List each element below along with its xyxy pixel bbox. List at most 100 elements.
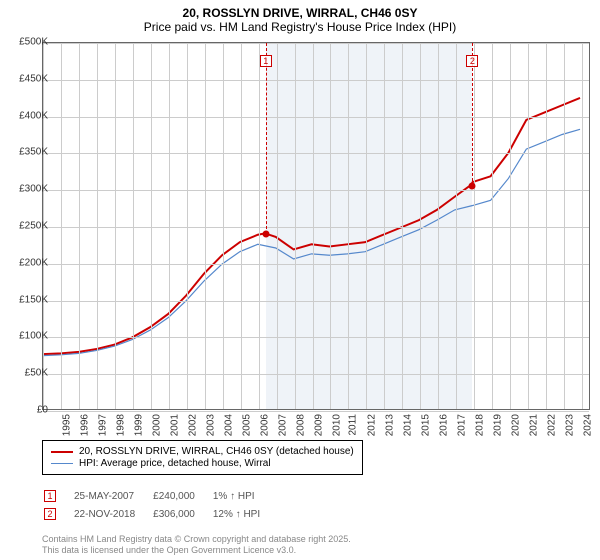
x-axis-label: 2007 — [277, 414, 288, 436]
gridline-v — [564, 43, 565, 409]
copyright: Contains HM Land Registry data © Crown c… — [42, 534, 351, 556]
y-axis-label: £350K — [19, 147, 48, 158]
gridline-v — [241, 43, 242, 409]
gridline-v — [223, 43, 224, 409]
legend: 20, ROSSLYN DRIVE, WIRRAL, CH46 0SY (det… — [42, 440, 363, 475]
sale-price: £240,000 — [153, 488, 211, 504]
gridline-v — [61, 43, 62, 409]
x-axis-label: 2023 — [564, 414, 575, 436]
x-axis-label: 2014 — [403, 414, 414, 436]
x-axis-label: 2008 — [295, 414, 306, 436]
sale-marker-line — [266, 43, 267, 234]
legend-swatch — [51, 451, 73, 453]
x-axis-label: 2009 — [313, 414, 324, 436]
x-axis-label: 2019 — [492, 414, 503, 436]
gridline-v — [528, 43, 529, 409]
x-axis-label: 2015 — [421, 414, 432, 436]
sale-change: 12% ↑ HPI — [213, 506, 276, 522]
x-axis-label: 2004 — [223, 414, 234, 436]
gridline-v — [115, 43, 116, 409]
gridline-v — [205, 43, 206, 409]
y-axis-label: £450K — [19, 73, 48, 84]
gridline-h — [43, 153, 589, 154]
legend-label: HPI: Average price, detached house, Wirr… — [79, 458, 271, 469]
x-axis-label: 1996 — [79, 414, 90, 436]
sale-date: 22-NOV-2018 — [74, 506, 151, 522]
sale-marker-box: 1 — [260, 55, 272, 67]
gridline-v — [151, 43, 152, 409]
gridline-v — [259, 43, 260, 409]
sale-marker-icon: 2 — [44, 508, 56, 520]
gridline-v — [187, 43, 188, 409]
gridline-h — [43, 227, 589, 228]
y-axis-label: £300K — [19, 184, 48, 195]
gridline-v — [330, 43, 331, 409]
sale-marker-box: 2 — [466, 55, 478, 67]
x-axis-label: 2005 — [241, 414, 252, 436]
table-row: 1 25-MAY-2007£240,0001% ↑ HPI — [44, 488, 276, 504]
x-axis-label: 1999 — [133, 414, 144, 436]
copyright-line1: Contains HM Land Registry data © Crown c… — [42, 534, 351, 545]
x-axis-label: 2006 — [259, 414, 270, 436]
gridline-h — [43, 411, 589, 412]
sale-date: 25-MAY-2007 — [74, 488, 151, 504]
table-row: 222-NOV-2018£306,00012% ↑ HPI — [44, 506, 276, 522]
gridline-h — [43, 80, 589, 81]
gridline-v — [169, 43, 170, 409]
x-axis-label: 2016 — [439, 414, 450, 436]
gridline-v — [402, 43, 403, 409]
sale-change: 1% ↑ HPI — [213, 488, 276, 504]
x-axis-label: 2001 — [169, 414, 180, 436]
gridline-h — [43, 337, 589, 338]
y-axis-label: £0 — [37, 405, 48, 416]
legend-swatch — [51, 463, 73, 464]
gridline-v — [456, 43, 457, 409]
gridline-v — [79, 43, 80, 409]
y-axis-label: £100K — [19, 331, 48, 342]
gridline-v — [348, 43, 349, 409]
y-axis-label: £50K — [25, 368, 48, 379]
page-subtitle: Price paid vs. HM Land Registry's House … — [0, 20, 600, 38]
gridline-v — [438, 43, 439, 409]
gridline-v — [546, 43, 547, 409]
copyright-line2: This data is licensed under the Open Gov… — [42, 545, 351, 556]
gridline-v — [295, 43, 296, 409]
y-axis-label: £500K — [19, 37, 48, 48]
gridline-h — [43, 190, 589, 191]
gridline-v — [277, 43, 278, 409]
gridline-v — [582, 43, 583, 409]
x-axis-label: 2002 — [187, 414, 198, 436]
x-axis-label: 2013 — [385, 414, 396, 436]
x-axis-label: 1998 — [115, 414, 126, 436]
sale-marker-icon: 1 — [44, 490, 56, 502]
gridline-h — [43, 301, 589, 302]
x-axis-label: 2003 — [205, 414, 216, 436]
gridline-v — [420, 43, 421, 409]
gridline-h — [43, 43, 589, 44]
legend-row: 20, ROSSLYN DRIVE, WIRRAL, CH46 0SY (det… — [51, 446, 354, 457]
x-axis-label: 1997 — [97, 414, 108, 436]
gridline-v — [492, 43, 493, 409]
page-title: 20, ROSSLYN DRIVE, WIRRAL, CH46 0SY — [0, 0, 600, 20]
gridline-v — [97, 43, 98, 409]
x-axis-label: 2017 — [457, 414, 468, 436]
x-axis-label: 2021 — [528, 414, 539, 436]
y-axis-label: £150K — [19, 294, 48, 305]
gridline-h — [43, 264, 589, 265]
gridline-h — [43, 374, 589, 375]
x-axis-label: 2022 — [546, 414, 557, 436]
y-axis-label: £250K — [19, 221, 48, 232]
gridline-v — [510, 43, 511, 409]
chart-area: 12 — [42, 42, 590, 410]
sale-dot — [469, 182, 476, 189]
gridline-v — [384, 43, 385, 409]
chart-svg — [43, 43, 589, 409]
x-axis-label: 2010 — [331, 414, 342, 436]
x-axis-label: 2011 — [348, 414, 359, 436]
gridline-v — [474, 43, 475, 409]
gridline-v — [366, 43, 367, 409]
gridline-v — [133, 43, 134, 409]
sales-table: 1 25-MAY-2007£240,0001% ↑ HPI 2 22-NOV-2018… — [42, 486, 278, 524]
x-axis-label: 2024 — [582, 414, 593, 436]
x-axis-label: 2000 — [151, 414, 162, 436]
